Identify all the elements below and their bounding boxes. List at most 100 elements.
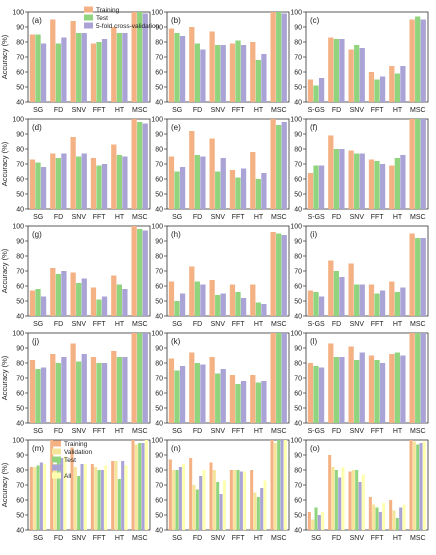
panel-m-legend-label-test: Test <box>64 457 76 464</box>
panel-m-ylabel: Accuracy (%) <box>0 462 9 507</box>
panel-a-legend-label-test: Test <box>96 15 108 22</box>
panel-m-bar-train-snv <box>70 447 74 530</box>
panel-n-bar-all-msc <box>283 440 287 530</box>
panel-i-xtick-label: HT <box>393 321 403 328</box>
panel-m-bar-train-sg <box>29 467 33 530</box>
panel-o-bar-cv-fd <box>338 477 342 530</box>
panel-h-bar-test-ht <box>255 302 261 316</box>
panel-b-bar-cv-ht <box>261 54 267 102</box>
panel-a-bar-train-sg <box>29 34 36 102</box>
panel-c-bar-test-ht <box>394 73 400 102</box>
panel-a-legend-swatch-test <box>84 14 93 21</box>
panel-m-ytick-label: 60 <box>16 498 24 505</box>
panel-f-ytick-label: 80 <box>294 147 302 154</box>
panel-m-xtick-label: MSC <box>132 535 148 542</box>
panel-a-ytick-label: 50 <box>16 85 24 92</box>
panel-d-xtick-label: SG <box>33 214 43 221</box>
panel-g-ytick-label: 80 <box>16 254 24 261</box>
panel-m-legend-label-all: All <box>64 473 72 480</box>
panel-l-bar-cv-fd <box>339 357 345 423</box>
panel-m-bar-validation-msc <box>134 444 138 530</box>
panel-d-bar-test-msc <box>137 122 143 209</box>
panel-e-bar-cv-sg <box>179 167 186 209</box>
panel-n-bar-all-snv <box>222 480 226 530</box>
panel-l-ytick-label: 60 <box>294 391 302 398</box>
panel-c-bar-train-fd <box>328 37 334 102</box>
panel-d-bar-train-fd <box>50 153 56 209</box>
panel-b-bar-cv-msc <box>281 13 287 102</box>
panel-o-ytick-label: 40 <box>294 528 302 535</box>
panel-h-ytick-label: 80 <box>155 254 163 261</box>
panel-m-bar-test-sg <box>36 465 40 530</box>
panel-l-label: (l) <box>310 337 317 346</box>
panel-c-bar-test-snv <box>354 45 360 102</box>
panel-a-xtick-label: SG <box>33 107 43 114</box>
panel-k-ytick-label: 90 <box>155 346 163 353</box>
panel-l-bar-test-s-gs <box>313 366 319 423</box>
panel-h-xtick-label: FD <box>193 321 202 328</box>
panel-c-bar-cv-msc <box>420 19 426 102</box>
panel-b-ytick-label: 50 <box>155 85 163 92</box>
panel-m-bar-cv-snv <box>80 464 84 530</box>
panel-k-bar-train-msc <box>270 333 276 423</box>
panel-a-legend-swatch-train <box>84 6 93 13</box>
panel-j-xtick-label: HT <box>115 428 125 435</box>
panel-h-ytick-label: 40 <box>155 314 163 321</box>
panel-n-xtick-label: MSC <box>271 535 287 542</box>
panel-l-bar-train-fd <box>328 343 334 423</box>
panel-e-bar-cv-fd <box>200 156 206 209</box>
panel-h-ytick-label: 100 <box>151 224 163 231</box>
panel-a-label: (a) <box>32 16 42 25</box>
panel-f-ytick-label: 70 <box>294 162 302 169</box>
panel-e-bar-train-fd <box>189 131 195 209</box>
panel-k-xtick-label: SNV <box>211 428 226 435</box>
panel-c-bar-test-msc <box>415 16 421 102</box>
panel-j-bar-train-msc <box>131 333 137 423</box>
panel-n-bar-validation-snv <box>212 470 216 530</box>
panel-o-ytick-label: 70 <box>294 483 302 490</box>
panel-j-ytick-label: 60 <box>16 391 24 398</box>
panel-d-bar-train-snv <box>70 137 76 209</box>
panel-f-bar-train-fd <box>328 135 334 209</box>
panel-n-ytick-label: 100 <box>151 438 163 445</box>
panel-m-bar-validation-ht <box>114 461 118 530</box>
panel-f-bar-cv-s-gs <box>318 165 325 209</box>
panel-l-bar-train-s-gs <box>307 363 314 423</box>
panel-i-bar-train-snv <box>348 263 354 316</box>
panel-j-bar-test-fft <box>96 363 102 423</box>
panel-o-bar-all-fd <box>341 467 345 530</box>
panel-d-xtick-label: FFT <box>93 214 107 221</box>
panel-d-bar-train-ht <box>111 144 117 209</box>
panel-l-bar-test-msc <box>415 333 421 423</box>
panel-o-bar-train-msc <box>409 440 413 530</box>
panel-h-bar-train-fd <box>189 266 195 316</box>
panel-n-bar-test-fd <box>195 489 199 530</box>
panel-d-ytick-label: 80 <box>16 147 24 154</box>
panel-e-bar-cv-msc <box>281 122 287 209</box>
panel-l-bar-train-fft <box>368 355 375 423</box>
panel-i-bar-test-snv <box>354 284 360 316</box>
panel-e-bar-train-msc <box>270 119 276 209</box>
panel-a-ylabel: Accuracy (%) <box>0 34 9 79</box>
panel-i-bar-train-s-gs <box>307 290 314 316</box>
panel-o-bar-validation-sg <box>311 519 315 530</box>
panel-m-bar-train-fft <box>90 464 94 530</box>
panel-e-ytick-label: 40 <box>155 207 163 214</box>
panel-g-bar-test-ht <box>116 284 122 316</box>
panel-m-ytick-label: 50 <box>16 513 24 520</box>
panel-j-bar-test-fd <box>55 363 61 423</box>
panel-j-xtick-label: FFT <box>93 428 107 435</box>
panel-o-xtick-label: SG <box>311 535 321 542</box>
panel-j-bar-cv-fd <box>61 357 67 423</box>
panel-m-legend-swatch-validation <box>52 448 61 455</box>
panel-c-bar-cv-fft <box>379 76 386 102</box>
panel-f-xtick-label: FFT <box>371 214 385 221</box>
panel-b-xtick-label: SG <box>172 107 182 114</box>
panel-e-bar-train-fft <box>229 170 236 209</box>
panel-a-bar-test-snv <box>76 33 82 102</box>
panel-o-bar-all-snv <box>361 474 365 530</box>
panel-f-bar-train-s-gs <box>307 173 314 209</box>
panel-k-bar-train-sg <box>168 358 175 423</box>
panel-k-xtick-label: MSC <box>271 428 287 435</box>
panel-m-bar-cv-fd <box>60 458 64 530</box>
